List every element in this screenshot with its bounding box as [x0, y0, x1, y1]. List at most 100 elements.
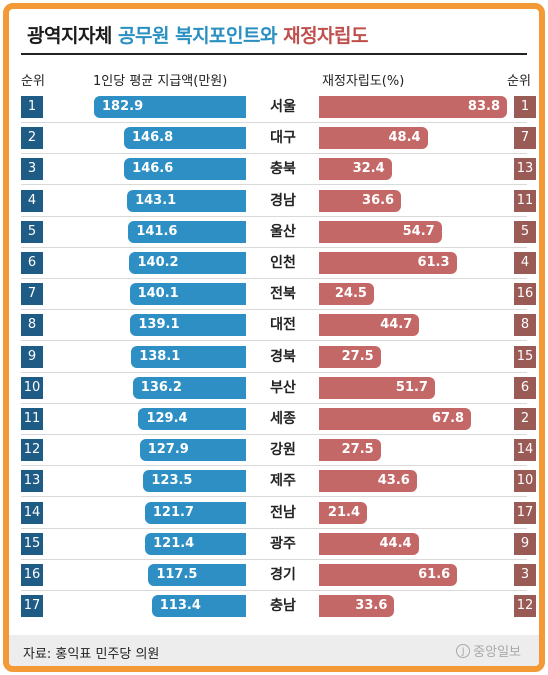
region-label: 인천	[270, 255, 296, 271]
right-bar: 36.6	[319, 189, 402, 212]
left-rank-box: 11	[21, 408, 43, 430]
row-separator	[21, 558, 527, 560]
row-separator	[21, 153, 527, 155]
row-separator	[21, 496, 527, 498]
region-label: 경남	[270, 192, 296, 209]
left-rank-box: 9	[21, 345, 43, 368]
region-label: 서울	[270, 99, 296, 115]
left-rank-box: 15	[21, 532, 43, 555]
right-bar: 61.6	[319, 564, 458, 586]
left-rank-box: 6	[21, 252, 43, 274]
row-separator	[21, 371, 527, 373]
left-rank-box: 10	[21, 376, 43, 399]
row-separator	[21, 340, 527, 342]
title-part-1: 광역지자체	[27, 25, 112, 47]
infographic-frame: 광역지자체 공무원 복지포인트와 재정자립도 순위 1인당 평균 지급액(만원)…	[3, 3, 545, 672]
right-bar: 44.7	[319, 314, 420, 337]
region-label: 울산	[270, 223, 296, 240]
region-label: 광주	[270, 535, 296, 552]
left-bar: 138.1	[131, 345, 246, 368]
right-bar: 24.5	[319, 283, 374, 306]
right-rank-box: 8	[514, 314, 536, 337]
left-bar: 139.1	[130, 314, 246, 337]
right-rank-box: 2	[514, 408, 536, 430]
right-rank-box: 1	[514, 96, 536, 118]
right-bar: 27.5	[319, 439, 381, 462]
right-rank-box: 7	[514, 127, 536, 150]
left-rank-box: 2	[21, 127, 43, 150]
region-label: 부산	[270, 379, 296, 396]
left-rank-box: 12	[21, 439, 43, 462]
region-label: 전북	[270, 286, 296, 303]
row-separator	[21, 465, 527, 467]
right-bar: 44.4	[319, 532, 419, 555]
logo-text: 중앙일보	[473, 645, 521, 660]
region-label: 제주	[270, 473, 296, 490]
region-label: 충북	[270, 161, 296, 178]
footer-band	[9, 635, 539, 666]
left-bar: 113.4	[151, 595, 246, 618]
right-rank-box: 4	[514, 252, 536, 274]
row-separator	[21, 434, 527, 435]
right-rank-box: 13	[514, 158, 536, 181]
right-rank-box: 9	[514, 532, 536, 555]
region-label: 대구	[270, 130, 296, 147]
region-label: 강원	[270, 442, 296, 459]
right-bar: 51.7	[319, 376, 435, 399]
right-rank-box: 16	[514, 283, 536, 306]
title-divider	[21, 53, 527, 55]
left-bar: 143.1	[127, 189, 246, 212]
left-bar: 146.6	[124, 158, 246, 181]
region-label: 경북	[270, 348, 296, 365]
row-separator	[21, 184, 527, 186]
row-separator	[21, 309, 527, 311]
left-rank-box: 14	[21, 501, 43, 524]
left-rank-box: 4	[21, 189, 43, 212]
right-rank-header: 순위	[507, 74, 531, 89]
left-rank-header: 순위	[21, 74, 45, 89]
right-rank-box: 12	[514, 595, 536, 618]
left-bar: 140.2	[129, 252, 246, 274]
left-bar: 121.7	[144, 501, 246, 524]
left-bar: 140.1	[129, 283, 246, 306]
right-bar: 21.4	[319, 501, 367, 524]
right-rank-box: 17	[514, 501, 536, 524]
region-label: 충남	[270, 598, 296, 615]
left-bar: 146.8	[124, 127, 246, 150]
region-label: 대전	[270, 317, 296, 334]
chart-title: 광역지자체 공무원 복지포인트와 재정자립도	[27, 21, 368, 48]
right-bar: 54.7	[319, 220, 442, 243]
source-note: 자료: 홍익표 민주당 의원	[23, 647, 160, 662]
left-rank-box: 5	[21, 220, 43, 243]
right-bar: 27.5	[319, 345, 381, 368]
row-separator	[21, 402, 527, 404]
publisher-logo: J 중앙일보	[456, 641, 521, 660]
right-rank-box: 3	[514, 564, 536, 586]
left-bar: 129.4	[138, 408, 246, 430]
title-part-3: 재정자립도	[283, 25, 368, 47]
left-bar: 117.5	[148, 564, 246, 586]
right-rank-box: 10	[514, 470, 536, 493]
logo-mark-icon: J	[456, 643, 471, 658]
right-rank-box: 14	[514, 439, 536, 462]
right-rank-box: 11	[514, 189, 536, 212]
left-rank-box: 17	[21, 595, 43, 618]
right-rank-box: 5	[514, 220, 536, 243]
left-bar: 127.9	[139, 439, 246, 462]
row-separator	[21, 278, 527, 279]
left-bar: 136.2	[132, 376, 246, 399]
right-bar: 83.8	[319, 96, 507, 118]
left-bar: 182.9	[94, 96, 246, 118]
left-rank-box: 1	[21, 96, 43, 118]
right-bar: 48.4	[319, 127, 428, 150]
right-bar: 67.8	[319, 408, 472, 430]
row-separator	[21, 590, 527, 591]
right-metric-header: 재정자립도(%)	[322, 74, 405, 89]
left-bar: 141.6	[128, 220, 246, 243]
right-bar: 32.4	[319, 158, 392, 181]
right-bar: 61.3	[319, 252, 457, 274]
region-label: 전남	[270, 504, 296, 521]
row-separator	[21, 215, 527, 217]
row-separator	[21, 527, 527, 529]
left-rank-box: 16	[21, 564, 43, 586]
